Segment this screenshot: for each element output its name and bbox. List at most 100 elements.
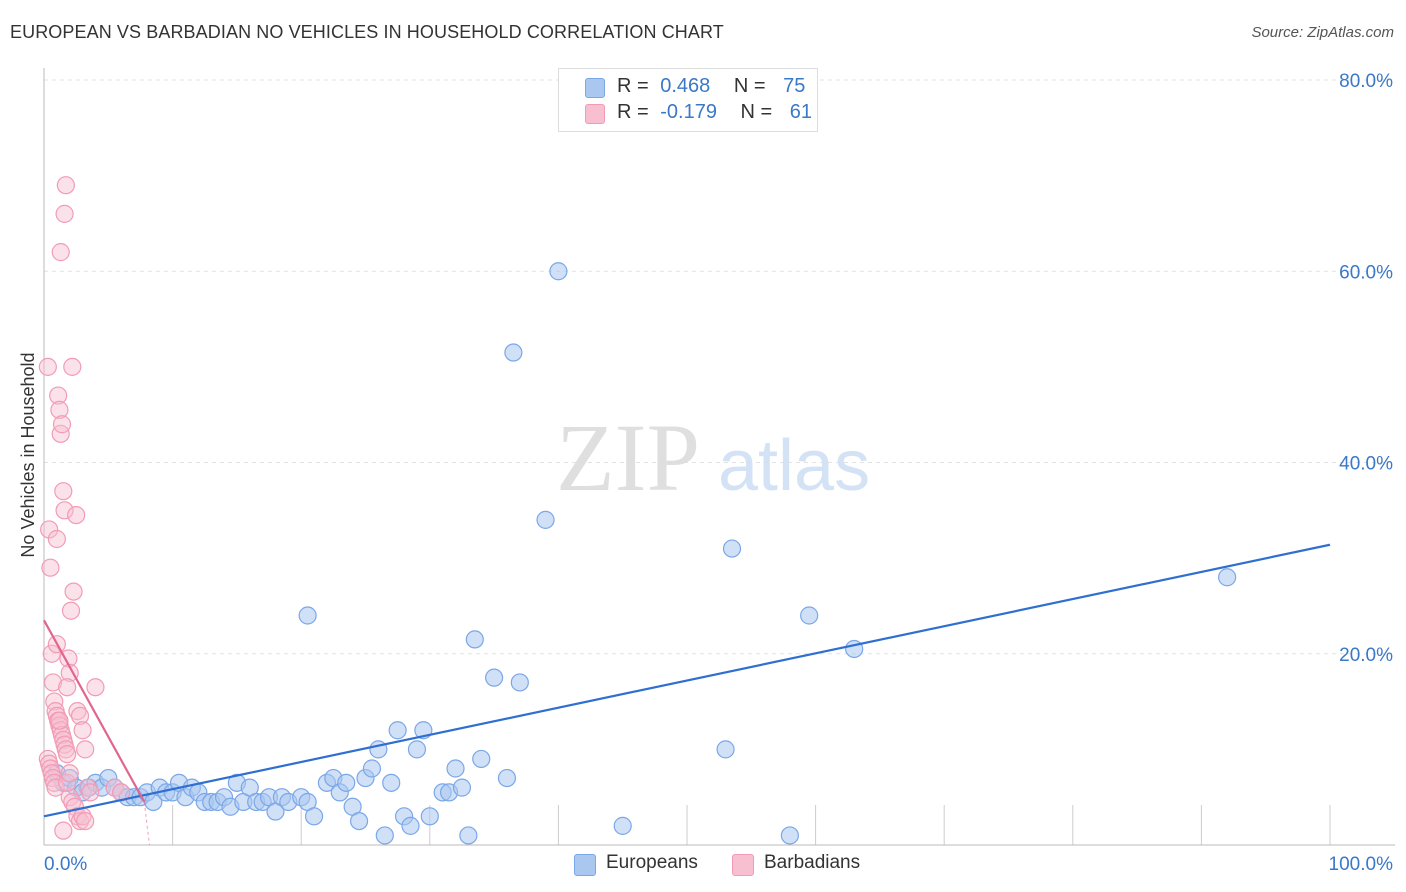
y-tick-label: 60.0% bbox=[1339, 262, 1393, 283]
data-point-europeans bbox=[459, 826, 478, 845]
data-point-europeans bbox=[452, 778, 472, 797]
data-point-europeans bbox=[388, 721, 407, 740]
data-point-europeans bbox=[420, 807, 439, 826]
legend-n-label: N = bbox=[740, 101, 773, 123]
data-point-barbadians bbox=[60, 788, 79, 807]
legend-swatch-barbadians bbox=[585, 104, 605, 124]
data-point-europeans bbox=[485, 668, 504, 687]
legend-r-label: R = bbox=[617, 101, 649, 123]
data-point-barbadians bbox=[67, 505, 86, 525]
legend-label-europeans: Europeans bbox=[606, 852, 698, 873]
data-point-barbadians bbox=[51, 424, 70, 443]
data-point-barbadians bbox=[86, 678, 105, 697]
legend-swatch-barbadians bbox=[732, 854, 754, 876]
data-point-europeans bbox=[510, 673, 529, 692]
data-point-europeans bbox=[465, 630, 484, 649]
data-point-barbadians bbox=[64, 582, 83, 601]
data-point-barbadians bbox=[76, 740, 95, 759]
trend-lines bbox=[43, 543, 1331, 846]
data-point-europeans bbox=[472, 749, 491, 769]
data-point-europeans bbox=[446, 759, 465, 778]
data-point-europeans bbox=[800, 606, 819, 625]
data-point-europeans bbox=[304, 807, 324, 826]
data-point-barbadians bbox=[46, 778, 65, 797]
data-point-barbadians bbox=[51, 243, 70, 262]
legend-r-label: R = bbox=[617, 75, 649, 97]
data-point-barbadians bbox=[73, 721, 92, 740]
y-tick-label: 80.0% bbox=[1339, 71, 1393, 92]
data-point-barbadians bbox=[63, 357, 82, 376]
data-point-europeans bbox=[504, 343, 523, 362]
axes bbox=[43, 68, 1395, 846]
data-point-europeans bbox=[298, 606, 317, 625]
legend-n-label: N = bbox=[733, 75, 766, 97]
watermark-atlas: atlas bbox=[718, 426, 870, 506]
data-point-barbadians bbox=[38, 357, 57, 376]
data-point-barbadians bbox=[68, 702, 87, 721]
data-point-europeans bbox=[780, 826, 799, 845]
data-point-barbadians bbox=[81, 783, 100, 802]
data-point-barbadians bbox=[40, 520, 59, 539]
data-point-europeans bbox=[362, 759, 382, 778]
chart-title: EUROPEAN VS BARBADIAN NO VEHICLES IN HOU… bbox=[10, 22, 724, 42]
data-point-barbadians bbox=[52, 415, 72, 434]
data-point-europeans bbox=[407, 740, 427, 759]
data-point-barbadians bbox=[60, 764, 79, 783]
data-point-europeans bbox=[722, 539, 742, 558]
legend-swatch-europeans bbox=[574, 854, 596, 876]
legend-swatch-europeans bbox=[585, 78, 605, 98]
trend-line-europeans bbox=[43, 543, 1331, 818]
data-point-barbadians bbox=[58, 745, 77, 764]
legend-label-barbadians: Barbadians bbox=[764, 852, 861, 873]
tick-labels: 20.0% 40.0% 60.0% 80.0% 0.0% 100.0% bbox=[44, 71, 1393, 875]
watermark: ZIP atlas bbox=[556, 404, 870, 511]
x-tick-label-max: 100.0% bbox=[1329, 854, 1394, 875]
data-point-barbadians bbox=[60, 663, 79, 682]
data-point-europeans bbox=[382, 773, 401, 792]
trend-line-barbadians bbox=[43, 619, 146, 803]
data-point-barbadians bbox=[70, 706, 90, 726]
barbadians-points bbox=[38, 176, 131, 840]
data-point-europeans bbox=[613, 816, 632, 835]
data-point-europeans bbox=[349, 811, 369, 831]
data-point-barbadians bbox=[55, 501, 74, 520]
data-point-barbadians bbox=[55, 204, 74, 223]
y-tick-label: 20.0% bbox=[1339, 645, 1393, 666]
data-point-barbadians bbox=[54, 821, 73, 840]
trend-extension-barbadians bbox=[143, 801, 150, 846]
data-point-europeans bbox=[375, 826, 394, 845]
data-point-barbadians bbox=[61, 601, 81, 620]
data-point-barbadians bbox=[59, 649, 78, 668]
legend-r-value: -0.179 bbox=[660, 101, 717, 123]
data-point-europeans bbox=[536, 510, 555, 529]
data-point-europeans bbox=[497, 768, 517, 788]
data-point-barbadians bbox=[54, 482, 73, 501]
data-point-barbadians bbox=[50, 400, 69, 420]
y-axis-label: No Vehicles in Household bbox=[18, 352, 38, 557]
data-point-barbadians bbox=[70, 811, 90, 831]
data-point-europeans bbox=[401, 816, 420, 835]
data-point-barbadians bbox=[76, 811, 95, 831]
source-credit: Source: ZipAtlas.com bbox=[1251, 24, 1394, 41]
x-tick-label-min: 0.0% bbox=[44, 854, 87, 875]
watermark-zip: ZIP bbox=[556, 404, 700, 511]
legend-n-value: 61 bbox=[789, 101, 813, 123]
data-point-barbadians bbox=[56, 176, 75, 195]
data-point-europeans bbox=[337, 773, 356, 792]
legend-r-value: 0.468 bbox=[660, 75, 711, 97]
data-point-europeans bbox=[1218, 568, 1237, 587]
data-point-barbadians bbox=[47, 529, 66, 549]
legend-n-value: 75 bbox=[783, 75, 806, 97]
data-point-barbadians bbox=[58, 678, 77, 697]
y-tick-label: 40.0% bbox=[1339, 454, 1393, 475]
data-point-barbadians bbox=[41, 558, 60, 577]
data-point-barbadians bbox=[78, 778, 97, 797]
data-point-barbadians bbox=[43, 673, 63, 692]
europeans-points bbox=[47, 262, 1237, 845]
data-point-europeans bbox=[716, 740, 735, 759]
data-point-barbadians bbox=[50, 711, 69, 730]
data-point-barbadians bbox=[45, 692, 64, 711]
data-point-barbadians bbox=[49, 386, 68, 405]
data-point-barbadians bbox=[42, 644, 61, 663]
